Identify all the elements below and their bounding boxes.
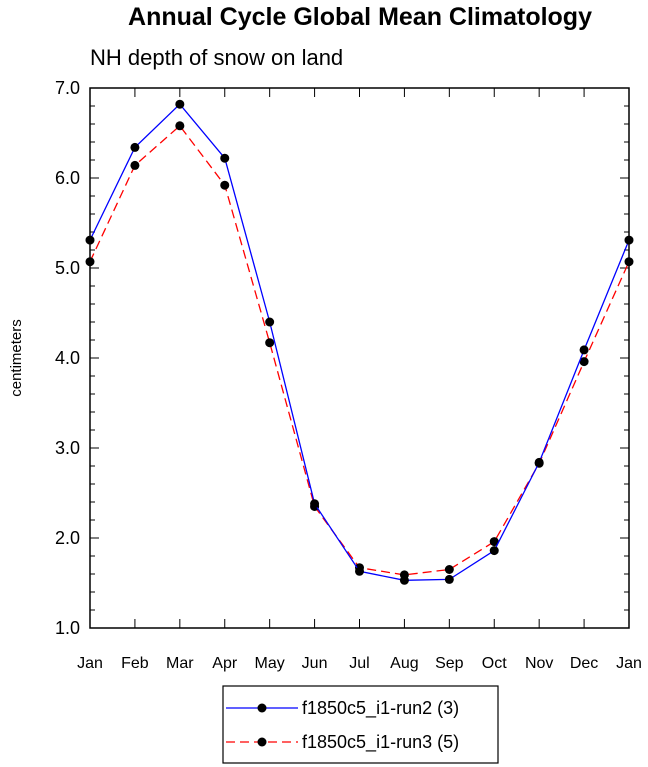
data-point	[265, 317, 275, 327]
data-point	[265, 338, 275, 348]
y-axis-label: centimeters	[8, 319, 25, 397]
x-tick-label: Dec	[570, 655, 598, 672]
data-point	[579, 357, 589, 367]
y-tick-label: 2.0	[55, 528, 80, 548]
legend-marker	[257, 737, 267, 747]
x-tick-label: Nov	[525, 655, 553, 672]
x-tick-labels: Jan Feb Mar Apr May Jun Jul Aug Sep Oct Nov Dec Jan	[77, 655, 642, 672]
x-tick-label: Jul	[349, 655, 369, 672]
y-tick-label: 4.0	[55, 348, 80, 368]
y-tick-label: 7.0	[55, 78, 80, 98]
data-point	[130, 160, 140, 170]
series-line	[89, 124, 630, 576]
y-tick-labels: 1.0 2.0 3.0 4.0 5.0 6.0 7.0	[55, 78, 80, 638]
chart-title: Annual Cycle Global Mean Climatology	[128, 3, 592, 31]
data-point	[624, 257, 634, 267]
data-point	[489, 546, 499, 556]
x-tick-label: Feb	[121, 655, 149, 672]
data-point	[624, 235, 634, 245]
y-tick-label: 5.0	[55, 258, 80, 278]
data-point	[220, 180, 230, 190]
legend-label: f1850c5_i1-run3 (5)	[302, 732, 459, 753]
data-point	[310, 499, 320, 509]
y-tick-label: 6.0	[55, 168, 80, 188]
data-point	[85, 257, 95, 267]
x-tick-label: Sep	[435, 655, 464, 672]
series-layer	[85, 99, 634, 585]
x-tick-label: Oct	[482, 655, 507, 672]
data-point	[399, 575, 409, 585]
y-tick-label: 1.0	[55, 618, 80, 638]
y-tick-label: 3.0	[55, 438, 80, 458]
series-line	[89, 103, 630, 581]
x-tick-label: Jun	[302, 655, 328, 672]
x-tick-label: Apr	[212, 655, 238, 672]
series-2	[85, 121, 634, 580]
plot-frame	[89, 87, 630, 629]
data-point	[355, 566, 364, 576]
data-point	[534, 457, 544, 467]
data-point	[444, 565, 454, 574]
data-point	[175, 121, 185, 131]
chart-subtitle: NH depth of snow on land	[90, 45, 343, 70]
legend: f1850c5_i1-run2 (3) f1850c5_i1-run3 (5)	[222, 685, 499, 764]
x-tick-label: Aug	[390, 655, 418, 672]
x-tick-label: Jan	[77, 655, 103, 672]
legend-label: f1850c5_i1-run2 (3)	[302, 698, 459, 719]
data-point	[220, 153, 230, 163]
legend-box	[222, 685, 499, 764]
data-point	[175, 99, 185, 109]
data-point	[85, 235, 95, 245]
data-point	[444, 574, 454, 584]
x-tick-label: Jan	[616, 655, 642, 672]
data-point	[579, 345, 589, 355]
data-point	[489, 537, 499, 547]
legend-marker	[257, 703, 267, 713]
tick-marks	[89, 87, 630, 629]
x-tick-label: May	[255, 655, 285, 672]
series-1	[85, 99, 634, 585]
x-tick-label: Mar	[166, 655, 194, 672]
data-point	[130, 142, 140, 152]
